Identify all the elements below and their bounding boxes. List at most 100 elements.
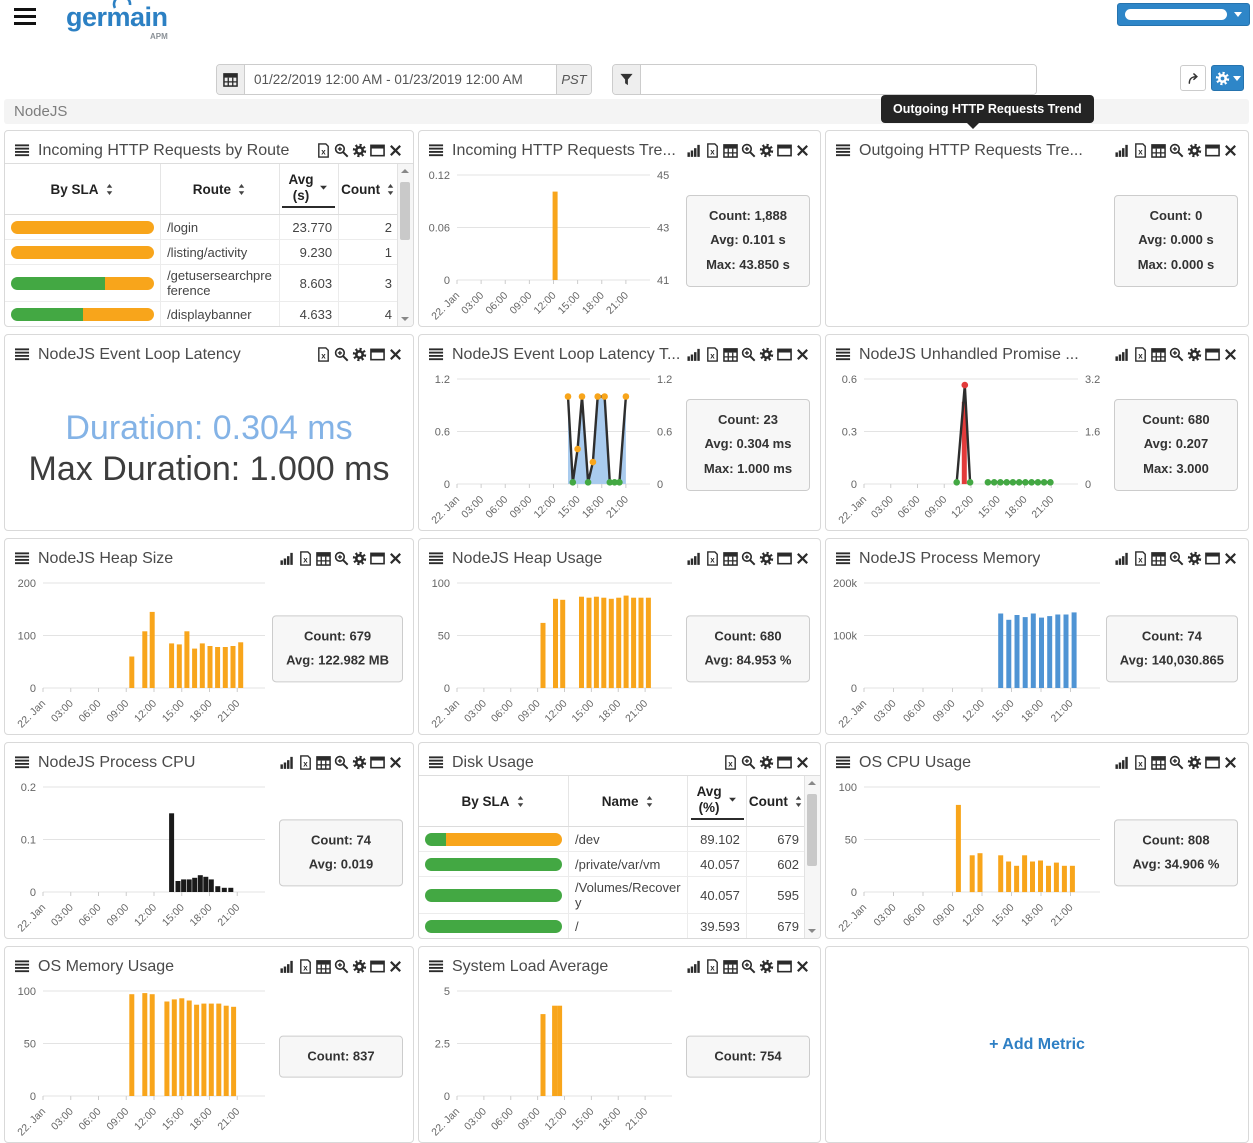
close-icon[interactable] [388, 143, 403, 158]
excel-icon[interactable]: x [316, 143, 331, 158]
table-scrollbar[interactable] [804, 776, 820, 938]
close-icon[interactable] [1223, 347, 1238, 362]
zoom-icon[interactable] [741, 551, 756, 566]
bars-icon[interactable] [1115, 551, 1130, 566]
zoom-icon[interactable] [334, 959, 349, 974]
window-icon[interactable] [777, 551, 792, 566]
window-icon[interactable] [777, 755, 792, 770]
close-icon[interactable] [1223, 755, 1238, 770]
gear-icon[interactable] [1187, 755, 1202, 770]
window-icon[interactable] [1205, 143, 1220, 158]
window-icon[interactable] [777, 959, 792, 974]
calendar-icon[interactable] [1151, 755, 1166, 770]
share-button[interactable] [1180, 65, 1206, 91]
window-icon[interactable] [1205, 755, 1220, 770]
gear-icon[interactable] [1187, 551, 1202, 566]
column-header[interactable]: By SLA [419, 776, 569, 827]
close-icon[interactable] [388, 551, 403, 566]
bars-icon[interactable] [687, 347, 702, 362]
calendar-icon[interactable] [1151, 347, 1166, 362]
filter-input[interactable] [641, 65, 1036, 94]
gear-icon[interactable] [759, 959, 774, 974]
excel-icon[interactable]: x [705, 959, 720, 974]
excel-icon[interactable]: x [1133, 347, 1148, 362]
excel-icon[interactable]: x [705, 347, 720, 362]
table-scrollbar[interactable] [397, 164, 413, 326]
close-icon[interactable] [795, 551, 810, 566]
window-icon[interactable] [777, 143, 792, 158]
close-icon[interactable] [1223, 143, 1238, 158]
bars-icon[interactable] [280, 959, 295, 974]
bars-icon[interactable] [1115, 347, 1130, 362]
window-icon[interactable] [777, 347, 792, 362]
bars-icon[interactable] [280, 551, 295, 566]
excel-icon[interactable]: x [316, 347, 331, 362]
gear-icon[interactable] [352, 347, 367, 362]
scroll-up-icon[interactable] [401, 169, 409, 173]
close-icon[interactable] [795, 347, 810, 362]
zoom-icon[interactable] [334, 551, 349, 566]
close-icon[interactable] [388, 347, 403, 362]
gear-icon[interactable] [759, 755, 774, 770]
add-metric-button[interactable]: + Add Metric [989, 1036, 1085, 1054]
filter-icon[interactable] [613, 65, 641, 94]
zoom-icon[interactable] [1169, 755, 1184, 770]
bars-icon[interactable] [280, 755, 295, 770]
close-icon[interactable] [795, 755, 810, 770]
scroll-thumb[interactable] [400, 182, 410, 240]
calendar-icon[interactable] [316, 551, 331, 566]
window-icon[interactable] [370, 143, 385, 158]
column-header[interactable]: Count [746, 776, 805, 827]
zoom-icon[interactable] [1169, 551, 1184, 566]
calendar-icon[interactable] [217, 65, 245, 94]
scroll-down-icon[interactable] [808, 929, 816, 933]
calendar-icon[interactable] [723, 347, 738, 362]
gear-icon[interactable] [352, 551, 367, 566]
zoom-icon[interactable] [1169, 143, 1184, 158]
bars-icon[interactable] [687, 143, 702, 158]
column-header[interactable]: Name [569, 776, 688, 827]
excel-icon[interactable]: x [298, 959, 313, 974]
window-icon[interactable] [1205, 551, 1220, 566]
excel-icon[interactable]: x [1133, 551, 1148, 566]
excel-icon[interactable]: x [705, 143, 720, 158]
column-header[interactable]: Route [161, 164, 280, 215]
close-icon[interactable] [795, 143, 810, 158]
calendar-icon[interactable] [316, 755, 331, 770]
zoom-icon[interactable] [741, 347, 756, 362]
excel-icon[interactable]: x [1133, 755, 1148, 770]
scroll-down-icon[interactable] [401, 317, 409, 321]
excel-icon[interactable]: x [1133, 143, 1148, 158]
close-icon[interactable] [795, 959, 810, 974]
gear-icon[interactable] [352, 755, 367, 770]
menu-hamburger-icon[interactable] [14, 8, 36, 29]
zoom-icon[interactable] [741, 755, 756, 770]
window-icon[interactable] [370, 755, 385, 770]
window-icon[interactable] [370, 347, 385, 362]
excel-icon[interactable]: x [723, 755, 738, 770]
excel-icon[interactable]: x [298, 755, 313, 770]
bars-icon[interactable] [687, 551, 702, 566]
window-icon[interactable] [370, 959, 385, 974]
column-header[interactable]: By SLA [5, 164, 161, 215]
bars-icon[interactable] [1115, 143, 1130, 158]
gear-icon[interactable] [759, 143, 774, 158]
zoom-icon[interactable] [334, 143, 349, 158]
gear-icon[interactable] [1187, 347, 1202, 362]
zoom-icon[interactable] [741, 143, 756, 158]
zoom-icon[interactable] [334, 347, 349, 362]
user-menu-button[interactable] [1117, 3, 1250, 26]
calendar-icon[interactable] [723, 959, 738, 974]
gear-icon[interactable] [1187, 143, 1202, 158]
zoom-icon[interactable] [741, 959, 756, 974]
bars-icon[interactable] [687, 959, 702, 974]
calendar-icon[interactable] [316, 959, 331, 974]
calendar-icon[interactable] [1151, 551, 1166, 566]
calendar-icon[interactable] [723, 143, 738, 158]
date-range-input[interactable] [245, 65, 556, 94]
zoom-icon[interactable] [334, 755, 349, 770]
